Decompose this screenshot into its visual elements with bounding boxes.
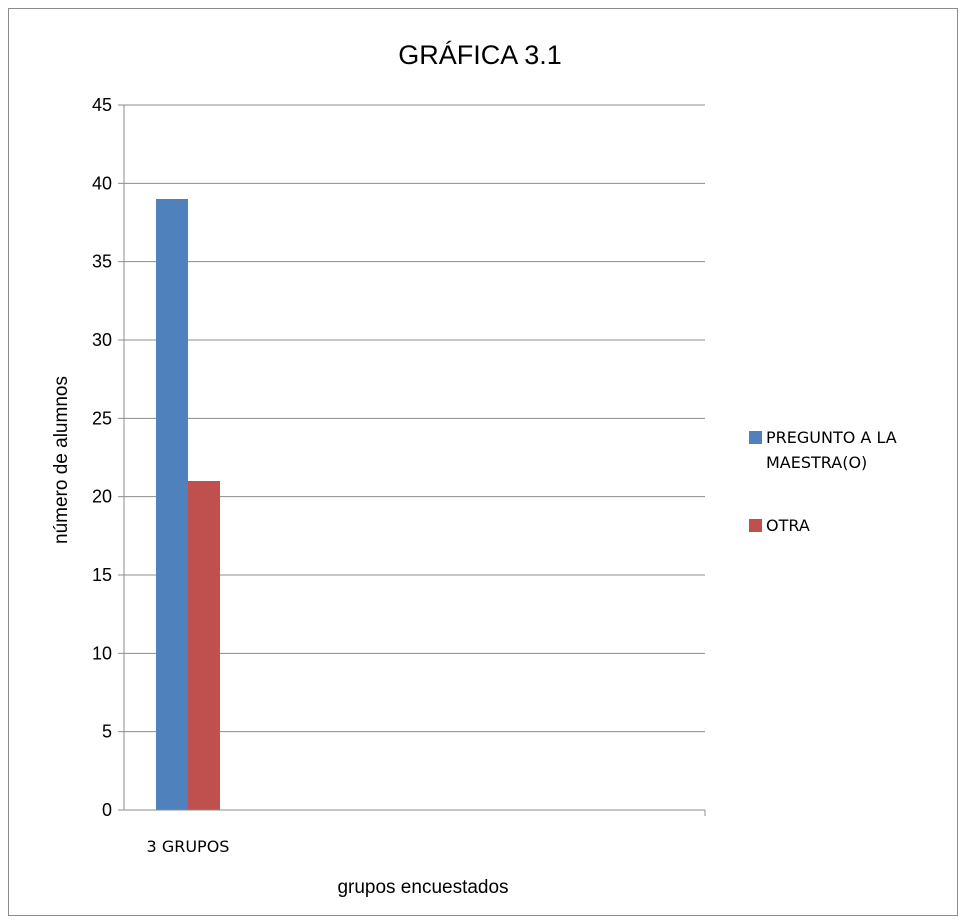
legend-label: OTRA — [766, 516, 810, 535]
legend-swatch — [749, 431, 762, 444]
legend-swatch — [749, 519, 762, 532]
legend-label: MAESTRA(O) — [766, 453, 867, 472]
category-label: 3 GRUPOS — [147, 837, 230, 856]
y-tick-label: 15 — [92, 565, 112, 585]
y-tick-label: 40 — [92, 173, 112, 193]
bar-1 — [188, 481, 220, 810]
y-tick-label: 45 — [92, 95, 112, 115]
y-tick-label: 0 — [102, 800, 112, 820]
category-labels: 3 GRUPOS — [147, 837, 230, 856]
y-tick-label: 10 — [92, 643, 112, 663]
y-tick-label: 30 — [92, 330, 112, 350]
y-tick-label: 25 — [92, 408, 112, 428]
bar-0 — [156, 199, 188, 810]
y-tick-label: 20 — [92, 487, 112, 507]
y-tick-label: 5 — [102, 722, 112, 742]
y-tick-labels: 0 5 10 15 20 25 30 35 40 45 — [92, 95, 112, 820]
y-axis-label: número de alumnos — [51, 376, 72, 544]
bars — [156, 199, 220, 810]
legend-label: PREGUNTO A LA — [766, 428, 897, 447]
chart-title: GRÁFICA 3.1 — [398, 40, 562, 70]
y-tick-label: 35 — [92, 252, 112, 272]
axes — [123, 105, 706, 816]
legend: PREGUNTO A LA MAESTRA(O) OTRA — [749, 428, 897, 535]
gridlines — [118, 104, 705, 811]
x-axis-label: grupos encuestados — [337, 877, 508, 898]
